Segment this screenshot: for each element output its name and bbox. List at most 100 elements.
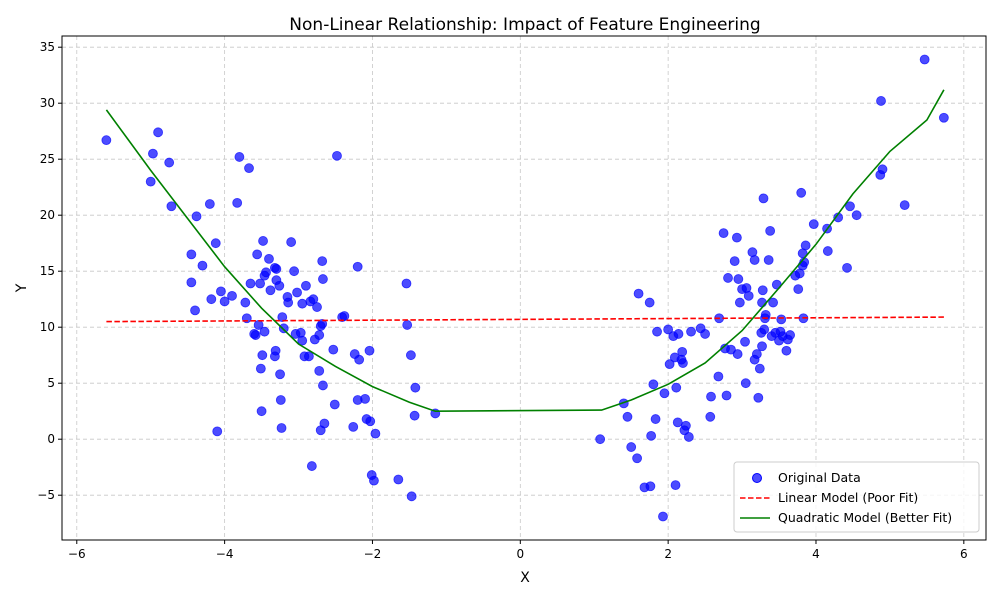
data-point: [190, 305, 200, 316]
data-point: [206, 294, 217, 305]
data-point: [919, 54, 930, 65]
data-point: [644, 297, 655, 308]
data-point: [673, 329, 684, 339]
x-axis: −6 −4 −2 0 2 4 6: [68, 540, 968, 561]
y-axis-label: Y: [14, 283, 30, 293]
data-point: [646, 430, 657, 441]
data-point: [796, 187, 807, 198]
data-point: [354, 354, 365, 365]
data-point: [297, 298, 308, 309]
legend-box: [733, 461, 980, 533]
data-point: [734, 297, 745, 308]
data-point: [401, 278, 412, 289]
data-point: [402, 320, 413, 330]
data-point: [258, 236, 268, 246]
plot-area: [101, 54, 949, 522]
data-point: [166, 201, 177, 212]
data-point: [244, 163, 254, 174]
data-point: [234, 152, 245, 162]
data-point: [204, 199, 215, 209]
data-point: [740, 378, 751, 389]
data-point: [275, 369, 285, 380]
data-point: [308, 294, 319, 305]
data-point: [726, 344, 736, 355]
data-point: [276, 423, 287, 433]
data-point: [749, 255, 760, 265]
data-point: [145, 176, 156, 187]
data-point: [252, 249, 263, 260]
data-point: [259, 326, 270, 337]
data-point: [153, 127, 163, 138]
data-point: [671, 382, 682, 393]
data-point: [191, 211, 202, 222]
data-point: [339, 311, 350, 321]
data-point: [303, 351, 314, 362]
data-point: [938, 112, 949, 123]
data-point: [312, 302, 322, 312]
data-point: [733, 274, 744, 284]
data-point: [768, 297, 779, 308]
data-point: [369, 475, 379, 486]
data-point: [648, 379, 659, 390]
data-point: [216, 286, 226, 297]
data-point: [754, 363, 765, 374]
data-point: [785, 330, 796, 340]
data-point: [250, 330, 261, 340]
legend-label-linear-model: Linear Model (Poor Fit): [778, 490, 918, 505]
data-point: [763, 255, 774, 265]
data-point: [406, 350, 416, 361]
data-point: [264, 253, 274, 264]
data-point: [257, 350, 268, 361]
data-point: [317, 318, 328, 329]
data-point: [706, 391, 716, 402]
data-point: [760, 309, 771, 320]
data-point: [232, 197, 243, 208]
data-point: [845, 201, 855, 212]
x-tick-label: −6: [68, 547, 86, 561]
data-point: [658, 511, 668, 522]
data-point: [289, 266, 300, 277]
chart-title: Non-Linear Relationship: Impact of Featu…: [289, 15, 760, 35]
legend-label-quadratic-model: Quadratic Model (Better Fit): [778, 510, 952, 525]
data-point: [670, 480, 681, 491]
x-tick-label: 4: [812, 547, 820, 561]
data-point: [360, 393, 370, 404]
data-point: [664, 359, 675, 370]
data-point: [683, 432, 694, 442]
data-point: [705, 411, 716, 422]
data-point: [210, 238, 221, 249]
data-point: [295, 327, 306, 338]
data-point: [410, 382, 421, 393]
data-point: [650, 414, 661, 424]
data-point: [740, 336, 750, 347]
data-point: [732, 349, 743, 359]
data-point: [626, 442, 637, 452]
data-point: [332, 150, 342, 161]
data-point: [822, 246, 833, 256]
y-axis: −5 0 5 10 15 20 25 30 35: [37, 40, 62, 502]
data-point: [851, 210, 862, 221]
data-point: [270, 345, 281, 356]
data-point: [256, 406, 267, 417]
data-point: [219, 296, 230, 307]
data-point: [365, 416, 376, 427]
data-point: [409, 410, 420, 421]
data-point: [678, 358, 688, 368]
data-point: [677, 346, 688, 357]
data-point: [197, 260, 208, 271]
data-point: [101, 135, 112, 146]
data-point: [318, 380, 328, 391]
data-point: [278, 323, 289, 334]
data-point: [713, 371, 724, 382]
data-point: [186, 277, 197, 288]
data-point: [297, 335, 308, 346]
data-point: [286, 237, 297, 247]
data-point: [292, 287, 302, 298]
y-tick-label: 30: [40, 96, 55, 110]
data-point: [842, 262, 852, 273]
data-point: [148, 148, 158, 159]
x-axis-label: X: [520, 570, 530, 586]
data-point: [245, 278, 256, 289]
data-point: [352, 261, 363, 272]
